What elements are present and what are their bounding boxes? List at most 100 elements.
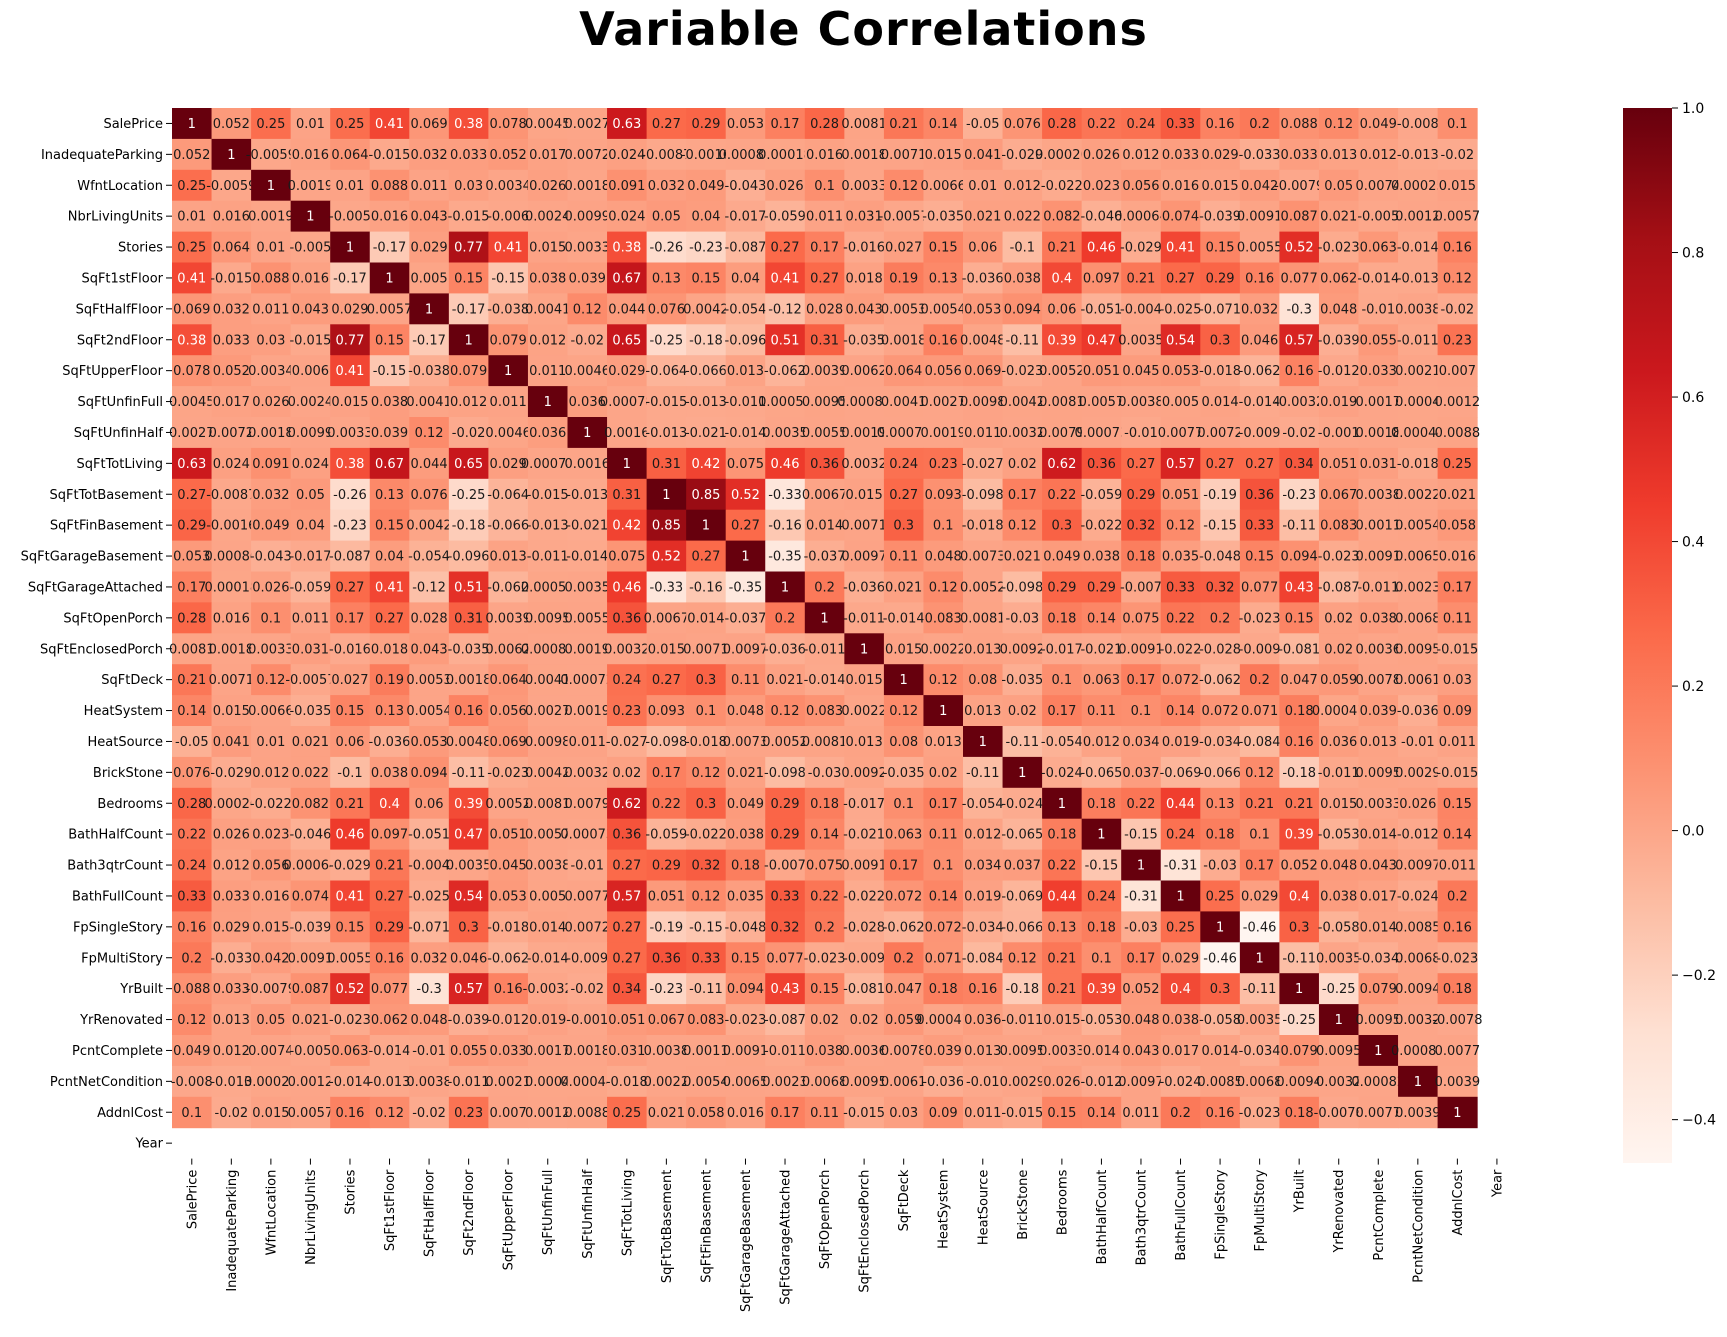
cell-value-label: 0.048 <box>410 1013 447 1028</box>
heatmap-cell <box>1042 231 1083 263</box>
heatmap-cell <box>646 973 687 1005</box>
cell-value-label: 0.52 <box>652 550 681 565</box>
heatmap-cell <box>725 787 766 820</box>
cell-value-label: 0.013 <box>1320 148 1357 163</box>
heatmap-cell <box>1081 880 1122 912</box>
cell-value-label: 0.014 <box>1201 395 1238 410</box>
heatmap-cell <box>1002 324 1043 356</box>
cell-value-label: 0.12 <box>1166 519 1195 534</box>
cell-value-label: 0.029 <box>1162 951 1199 966</box>
colorbar-tick-label: 0.6 <box>1682 390 1704 406</box>
cell-value-label: 0.12 <box>889 704 918 719</box>
heatmap-cell <box>844 973 885 1005</box>
cell-value-label: 0.015 <box>925 148 962 163</box>
cell-value-label: 0.021 <box>766 673 803 688</box>
heatmap-cell <box>923 540 964 572</box>
cell-value-label: 0.038 <box>1004 271 1041 286</box>
heatmap-cell <box>369 108 410 140</box>
heatmap-cell <box>172 138 213 171</box>
cell-value-label: 0.0055 <box>565 611 611 626</box>
cell-value-label: 0.17 <box>1126 673 1155 688</box>
heatmap-cell <box>607 200 648 233</box>
cell-value-label: -0.03 <box>808 766 842 781</box>
cell-value-label: 0.051 <box>1162 488 1199 503</box>
cell-value-label: 0.053 <box>727 117 764 132</box>
chart-title: Variable Correlations <box>579 2 1148 56</box>
cell-value-label: 0.1 <box>893 797 914 812</box>
heatmap-cell <box>290 386 331 418</box>
heatmap-cell <box>765 509 806 542</box>
cell-value-label: 0.0091 <box>288 951 334 966</box>
heatmap-cell <box>1279 169 1320 202</box>
heatmap-cell <box>607 1096 648 1129</box>
heatmap-cell <box>1042 324 1083 356</box>
cell-value-label: -0.011 <box>843 611 885 626</box>
heatmap-cell <box>923 1035 964 1067</box>
cell-value-label: 0.016 <box>371 210 408 225</box>
cell-value-label: -0.054 <box>725 302 767 317</box>
y-tick-label: SqFtUpperFloor <box>62 364 163 379</box>
heatmap-cell <box>527 447 568 480</box>
cell-value-label: -0.018 <box>606 1075 648 1090</box>
heatmap-cell <box>646 818 687 851</box>
cell-value-label: 0.0004 <box>1395 395 1441 410</box>
cell-value-label: 0.19 <box>889 271 918 286</box>
heatmap-cell <box>1042 880 1083 912</box>
heatmap-cell <box>1239 602 1280 634</box>
heatmap-cell <box>686 880 727 912</box>
cell-value-label: 0.029 <box>331 302 368 317</box>
cell-value-label: 0.059 <box>1320 673 1357 688</box>
cell-value-label: 0.0024 <box>525 210 571 225</box>
heatmap-cell <box>844 108 885 140</box>
heatmap-cell <box>567 849 608 881</box>
cell-value-label: 0.016 <box>213 210 250 225</box>
cell-value-label: 0.18 <box>1087 920 1116 935</box>
cell-value-label: 0.04 <box>296 519 325 534</box>
cell-value-label: 0.00025 <box>1391 179 1445 194</box>
cell-value-label: 0.0033 <box>565 241 611 256</box>
cell-value-label: -0.015 <box>369 148 411 163</box>
heatmap-cell <box>1081 138 1122 171</box>
heatmap-cell <box>1042 1065 1083 1098</box>
cell-value-label: 0.0027 <box>565 117 611 132</box>
heatmap-cell <box>883 262 924 294</box>
heatmap-cell <box>527 849 568 881</box>
heatmap-cell <box>567 787 608 820</box>
heatmap-cell <box>1437 942 1478 974</box>
cell-value-label: 0.0032 <box>604 642 650 657</box>
cell-value-label: 0.0054 <box>920 302 966 317</box>
cell-value-label: -0.03 <box>1005 611 1039 626</box>
cell-value-label: -0.069 <box>1160 766 1202 781</box>
heatmap-cell <box>409 1004 450 1036</box>
cell-value-label: -0.017 <box>1041 642 1083 657</box>
heatmap-cell <box>567 200 608 233</box>
heatmap-cell <box>883 880 924 912</box>
heatmap-cell <box>567 726 608 758</box>
cell-value-label: -0.062 <box>1239 364 1281 379</box>
heatmap-cell <box>1239 293 1280 325</box>
cell-value-label: 1 <box>188 117 196 132</box>
cell-value-label: 0.0033 <box>841 179 887 194</box>
heatmap-cell <box>1358 231 1399 263</box>
cell-value-label: 0.043 <box>1122 1044 1159 1059</box>
cell-value-label: 0.021 <box>292 1013 329 1028</box>
heatmap-cell <box>488 818 529 851</box>
y-tick-label: SqFtEnclosedPorch <box>40 642 163 657</box>
heatmap-cell <box>646 447 687 480</box>
heatmap-cell <box>448 169 489 202</box>
heatmap-cell <box>290 509 331 542</box>
cell-value-label: 0.0022 <box>1395 488 1441 503</box>
cell-value-label: 0.17 <box>771 117 800 132</box>
heatmap-cell <box>409 695 450 727</box>
heatmap-cell <box>1081 355 1122 387</box>
cell-value-label: 0.22 <box>1166 611 1195 626</box>
cell-value-label: 0.21 <box>1245 797 1274 812</box>
heatmap-cell <box>1002 1004 1043 1036</box>
cell-value-label: 0.12 <box>375 1106 404 1121</box>
cell-value-label: 0.026 <box>213 828 250 843</box>
heatmap-cell <box>1279 355 1320 387</box>
heatmap-cell <box>1358 1004 1399 1036</box>
heatmap-cell <box>448 602 489 634</box>
heatmap-cell <box>211 1035 252 1067</box>
cell-value-label: 0.3 <box>1210 982 1231 997</box>
